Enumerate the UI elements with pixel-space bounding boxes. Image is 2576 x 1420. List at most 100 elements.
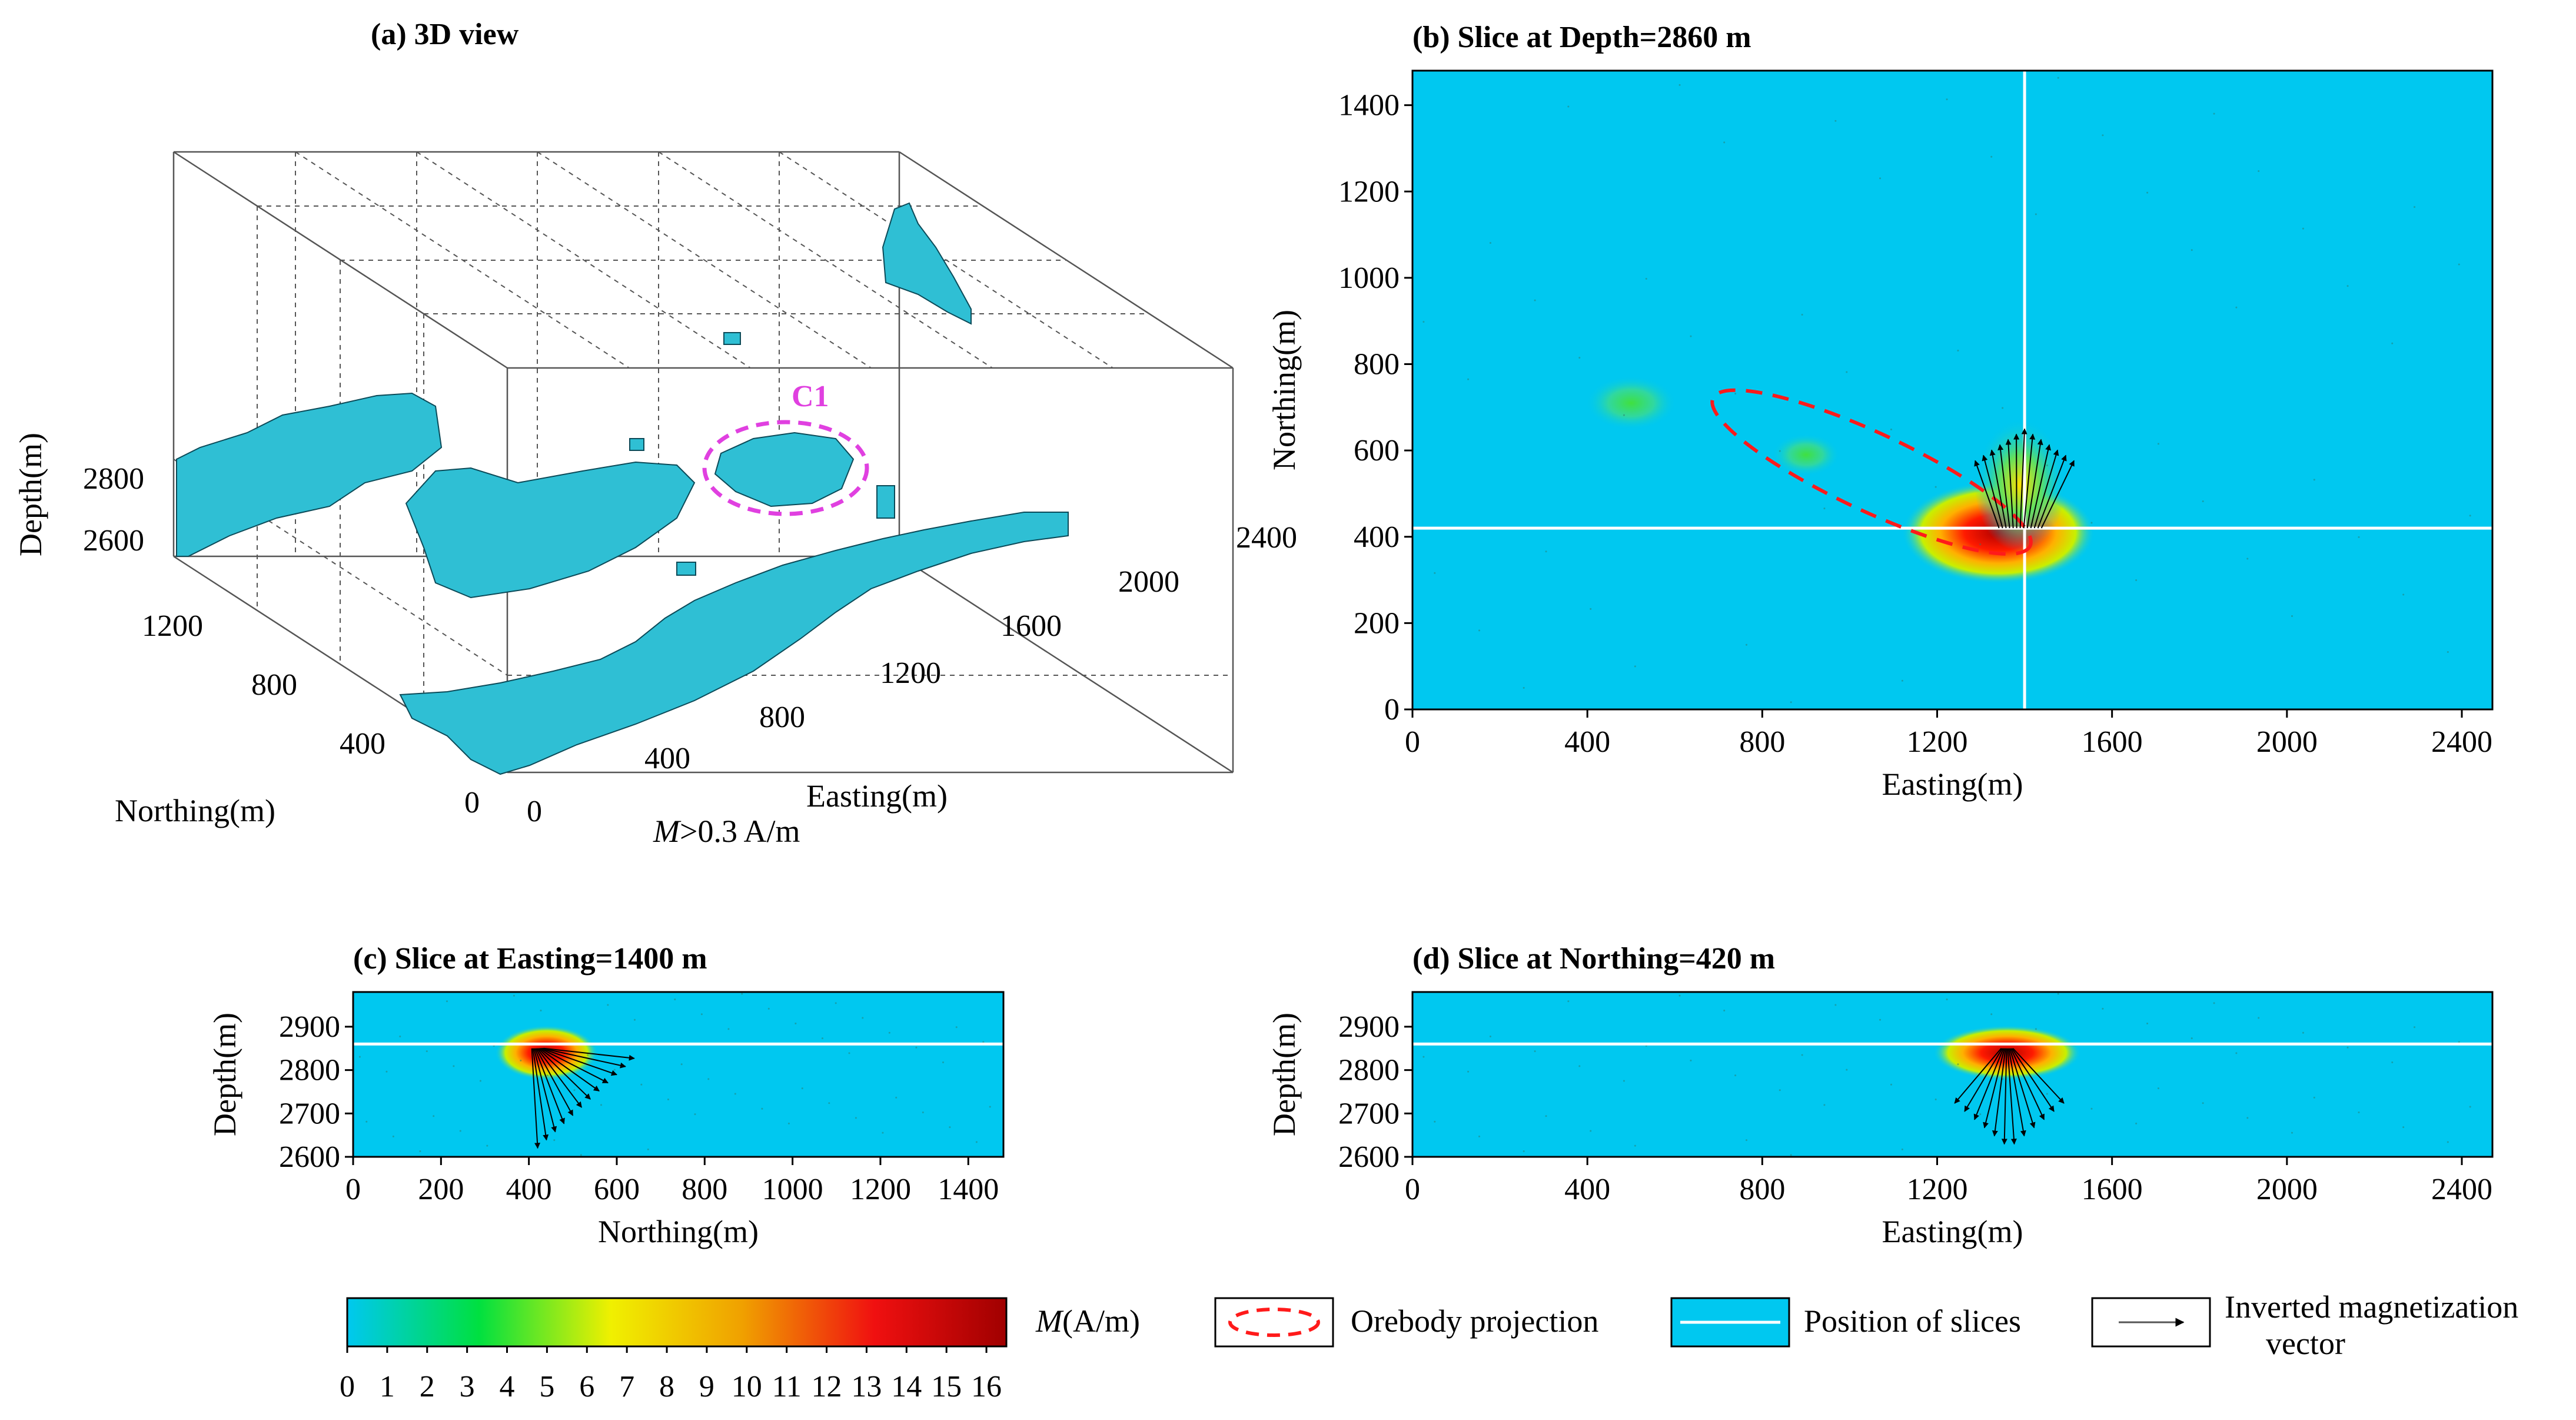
panel-d-dot bbox=[2235, 1052, 2238, 1054]
panel-c-dot bbox=[580, 1154, 582, 1156]
panel-b-vector bbox=[2013, 433, 2020, 529]
voxel-small-4 bbox=[876, 485, 895, 519]
panel-b-dot bbox=[2246, 558, 2249, 560]
panel-b-anomaly bbox=[1975, 418, 2066, 552]
easting-tick-0: 0 bbox=[527, 795, 542, 828]
panel-c-vector bbox=[543, 1047, 635, 1061]
panel-c-dot bbox=[573, 1089, 576, 1091]
panel-d-dot bbox=[2358, 1111, 2360, 1113]
colorbar-tick-label: 10 bbox=[732, 1370, 762, 1404]
panel-c-vector bbox=[540, 1047, 609, 1084]
panel-c-dot bbox=[862, 1017, 864, 1019]
panel-c-dot bbox=[446, 1000, 448, 1003]
panel-d-dot bbox=[1523, 1150, 1525, 1153]
panel-c-dot bbox=[955, 1026, 958, 1028]
panel-d-dot bbox=[2191, 1037, 2193, 1040]
panel-d-dot bbox=[1434, 1120, 1436, 1123]
colorbar-label-symbol: M bbox=[1035, 1303, 1064, 1339]
colorbar-tick-label: 4 bbox=[500, 1370, 515, 1404]
panel-b-dot bbox=[2302, 227, 2304, 230]
panel-d-vector bbox=[2007, 1048, 2017, 1145]
panel-d-x-tick-label: 0 bbox=[1405, 1173, 1420, 1206]
panel-b-y-tick-label: 1400 bbox=[1338, 89, 1400, 122]
northing-tick-0: 0 bbox=[464, 786, 480, 820]
panel-c-y-axis-label: Depth(m) bbox=[207, 1013, 242, 1136]
panel-c-vector bbox=[531, 1048, 541, 1149]
panel-d-dot bbox=[1723, 1009, 1726, 1011]
panel-b-dot bbox=[2291, 615, 2293, 618]
colorbar-tick-label: 0 bbox=[340, 1370, 355, 1404]
panel-c-vector bbox=[532, 1048, 549, 1141]
panel-c-plot-area bbox=[353, 992, 1003, 1156]
panel-d-dot bbox=[2102, 1007, 2104, 1010]
panel-b-dot bbox=[2346, 285, 2349, 287]
panel-b-y-tick-label: 1200 bbox=[1338, 175, 1400, 208]
panel-b-vector bbox=[2019, 428, 2027, 529]
panel-c-dot bbox=[787, 1122, 790, 1124]
colorbar-bar bbox=[346, 1297, 1008, 1348]
panel-b-dot bbox=[2235, 306, 2238, 308]
legend-label-slices: Position of slices bbox=[1804, 1303, 2021, 1339]
voxel-body-northeast bbox=[882, 202, 972, 325]
colorbar-tick-label: 6 bbox=[579, 1370, 594, 1404]
depth-tick-2600: 2600 bbox=[83, 524, 144, 558]
colorbar-tick-label: 15 bbox=[931, 1370, 962, 1404]
panel-c-dot bbox=[949, 1126, 951, 1129]
panel-d-dot bbox=[1901, 1148, 1903, 1150]
panel-d-dot bbox=[2246, 1117, 2249, 1119]
panel-d-vector bbox=[2012, 1048, 2065, 1104]
panel-d-dot bbox=[1890, 1083, 1892, 1086]
panel-c-dot bbox=[821, 1037, 823, 1040]
northing-axis-label: Northing(m) bbox=[115, 793, 275, 828]
panel-c-vector bbox=[542, 1047, 626, 1069]
legend-item-slices: Position of slices bbox=[1670, 1297, 2021, 1348]
panel-d-dot bbox=[1478, 1135, 1481, 1137]
panel-c-dot bbox=[607, 1004, 609, 1006]
panel-d-dot bbox=[1979, 1113, 1982, 1116]
voxel-body-west bbox=[176, 392, 443, 557]
panel-c-dot bbox=[734, 1093, 736, 1095]
panel-d-dot bbox=[2414, 1026, 2416, 1028]
threshold-label-value: >0.3 A/m bbox=[680, 814, 800, 849]
panel-c-dot bbox=[540, 1009, 542, 1011]
panel-d-x-tick-label: 1600 bbox=[2082, 1173, 2143, 1206]
panel-b-dot bbox=[1634, 665, 1636, 668]
legend-label-vector: Inverted magnetization bbox=[2225, 1289, 2518, 1325]
colorbar-tick-label: 11 bbox=[772, 1370, 802, 1404]
colorbar-tick-label: 13 bbox=[851, 1370, 882, 1404]
panel-c-frame bbox=[352, 991, 1005, 1158]
panel-c-dot bbox=[358, 1056, 361, 1058]
panel-b-dot bbox=[1678, 84, 1681, 86]
panel-d-dot bbox=[1467, 1070, 1470, 1073]
depth-axis-label: Depth(m) bbox=[13, 433, 48, 556]
panel-b-dot bbox=[1779, 450, 1781, 452]
panel-d-northing-slice: (d) Slice at Northing=420 m 0 400 800 1200 16… bbox=[1267, 942, 2494, 1249]
panel-c-vector bbox=[535, 1048, 574, 1116]
panel-d-background bbox=[1412, 992, 2492, 1157]
panel-c-dot bbox=[459, 1130, 461, 1132]
panel-d-vector bbox=[2009, 1048, 2036, 1129]
panel-d-dot bbox=[1545, 1115, 1547, 1117]
panel-b-dot bbox=[1834, 120, 1837, 122]
panel-c-dot bbox=[365, 1120, 368, 1123]
panel-d-x-tick-label: 1200 bbox=[1906, 1173, 1967, 1206]
threshold-label-symbol: M bbox=[653, 814, 682, 849]
panel-d-dot bbox=[1990, 1013, 1993, 1016]
panel-b-vector bbox=[2026, 439, 2043, 529]
panel-c-dot bbox=[888, 1031, 890, 1034]
panel-c-dot bbox=[895, 1096, 898, 1099]
panel-c-y-tick-label: 2900 bbox=[279, 1010, 340, 1044]
panel-d-plot-area bbox=[1412, 992, 2492, 1156]
panel-b-anomaly bbox=[1771, 433, 1840, 476]
panel-c-title: (c) Slice at Easting=1400 m bbox=[353, 942, 707, 976]
panel-c-x-tick-label: 400 bbox=[506, 1173, 552, 1206]
panel-b-dot bbox=[2146, 191, 2149, 194]
panel-b-title: (b) Slice at Depth=2860 m bbox=[1412, 21, 1751, 54]
panel-d-vector bbox=[2008, 1048, 2026, 1137]
panel-b-anomaly bbox=[1586, 376, 1677, 430]
panel-b-dot bbox=[2258, 170, 2260, 172]
colorbar-tick-label: 1 bbox=[380, 1370, 395, 1404]
panel-c-dot bbox=[600, 1104, 602, 1106]
panel-d-y-axis-label: Depth(m) bbox=[1267, 1013, 1302, 1136]
